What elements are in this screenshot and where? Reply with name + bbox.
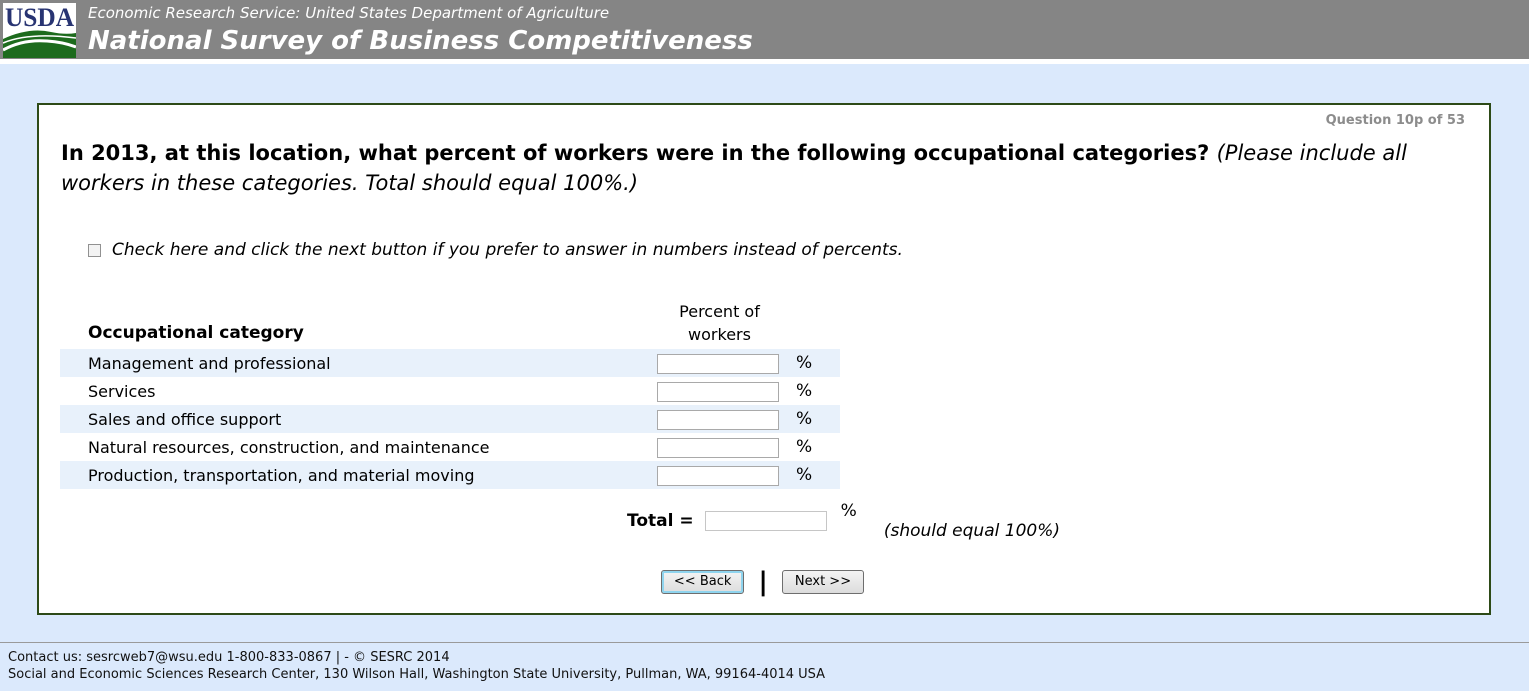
category-label: Services bbox=[88, 381, 156, 401]
answer-in-numbers-checkbox[interactable] bbox=[88, 243, 101, 257]
table-row: Natural resources, construction, and mai… bbox=[60, 433, 840, 461]
percent-input[interactable] bbox=[657, 353, 779, 374]
column-header-percent-line1: Percent of bbox=[679, 302, 760, 321]
footer: Contact us: sesrcweb7@wsu.edu 1-800-833-… bbox=[0, 642, 1529, 691]
table-header-row: Occupational category Percent of workers bbox=[60, 300, 840, 349]
table-row: Sales and office support % bbox=[60, 405, 840, 433]
table-row: Management and professional % bbox=[60, 349, 840, 377]
table-row: Services % bbox=[60, 377, 840, 405]
percent-input[interactable] bbox=[657, 437, 779, 458]
total-suffix: % (should equal 100%) bbox=[841, 501, 1060, 541]
column-header-category: Occupational category bbox=[88, 323, 304, 343]
button-separator: | bbox=[758, 567, 768, 597]
question-text-note: (Please include all workers in these cat… bbox=[61, 141, 1407, 195]
header-text: Economic Research Service: United States… bbox=[88, 0, 753, 57]
percent-input[interactable] bbox=[657, 465, 779, 486]
category-label: Natural resources, construction, and mai… bbox=[88, 437, 490, 457]
header-divider bbox=[0, 59, 1529, 64]
percent-sign: % bbox=[796, 465, 813, 485]
percent-sign: % bbox=[796, 353, 813, 373]
survey-title: National Survey of Business Competitiven… bbox=[88, 26, 753, 56]
column-header-unit-spacer bbox=[782, 300, 840, 349]
next-button[interactable]: Next >> bbox=[781, 570, 865, 594]
total-label: Total = bbox=[626, 511, 694, 531]
usda-logo-text: USDA bbox=[5, 3, 74, 32]
header: USDA Economic Research Service: United S… bbox=[0, 0, 1529, 59]
percent-input[interactable] bbox=[657, 381, 779, 402]
footer-address-line: Social and Economic Sciences Research Ce… bbox=[8, 667, 826, 682]
total-note: (should equal 100%) bbox=[883, 521, 1060, 541]
percent-sign: % bbox=[796, 381, 813, 401]
usda-logo: USDA bbox=[3, 3, 76, 58]
answer-in-numbers-label: Check here and click the next button if … bbox=[112, 240, 903, 260]
question-panel: Question 10p of 53 In 2013, at this loca… bbox=[37, 103, 1491, 615]
question-text: In 2013, at this location, what percent … bbox=[61, 138, 1465, 198]
footer-contact-line: Contact us: sesrcweb7@wsu.edu 1-800-833-… bbox=[8, 650, 450, 665]
content-area: Question 10p of 53 In 2013, at this loca… bbox=[0, 64, 1529, 642]
total-percent-sign: % bbox=[840, 501, 857, 521]
column-header-percent-line2: workers bbox=[688, 325, 751, 344]
percent-sign: % bbox=[796, 437, 813, 457]
total-row: Total = % (should equal 100%) bbox=[60, 501, 1060, 541]
back-button[interactable]: << Back bbox=[660, 570, 745, 594]
question-text-main: In 2013, at this location, what percent … bbox=[61, 141, 1210, 165]
table-row: Production, transportation, and material… bbox=[60, 461, 840, 489]
total-input[interactable] bbox=[704, 511, 827, 531]
percent-input[interactable] bbox=[657, 409, 779, 430]
occupational-category-table: Occupational category Percent of workers … bbox=[60, 300, 840, 489]
usda-logo-graphic: USDA bbox=[3, 3, 76, 58]
percent-sign: % bbox=[796, 409, 813, 429]
question-progress: Question 10p of 53 bbox=[1325, 113, 1465, 128]
category-label: Management and professional bbox=[88, 353, 331, 373]
category-label: Production, transportation, and material… bbox=[88, 465, 475, 485]
navigation: << Back | Next >> bbox=[60, 569, 1465, 595]
answer-in-numbers-option: Check here and click the next button if … bbox=[88, 240, 1465, 260]
category-label: Sales and office support bbox=[88, 409, 282, 429]
agency-line: Economic Research Service: United States… bbox=[88, 4, 610, 22]
column-header-percent: Percent of workers bbox=[657, 300, 782, 349]
